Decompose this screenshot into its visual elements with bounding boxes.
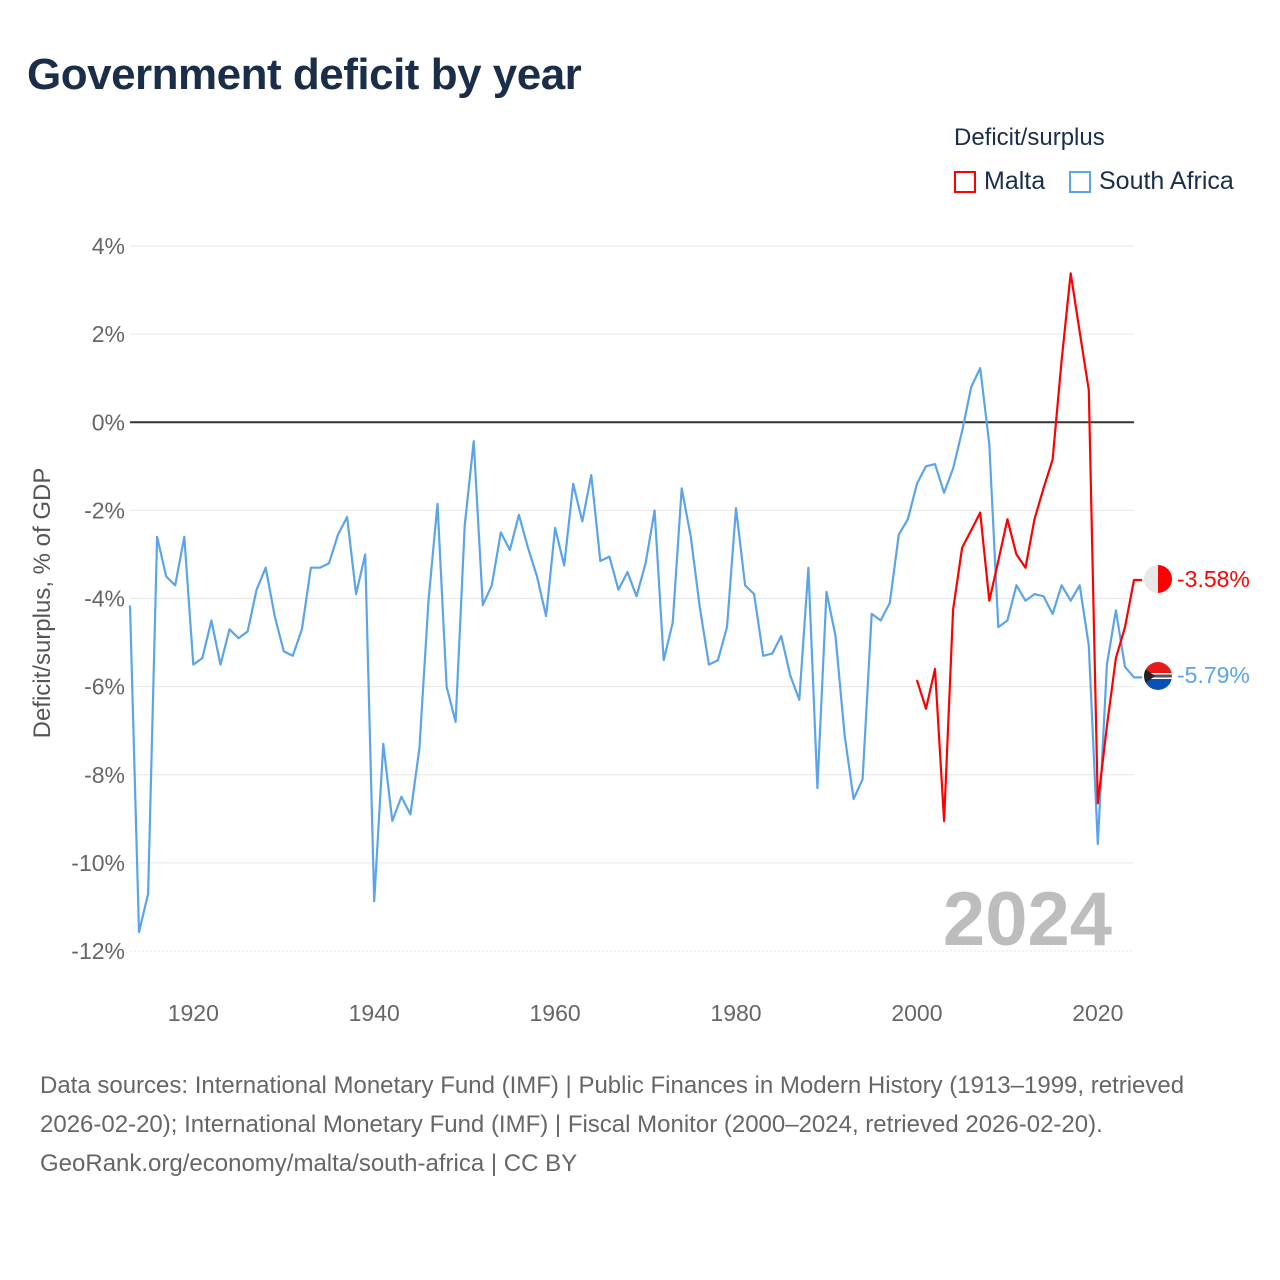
legend-label-malta: Malta (984, 167, 1046, 195)
x-tick-label: 1980 (710, 1000, 761, 1026)
malta-flag-icon (1144, 565, 1172, 593)
source-text: Data sources: International Monetary Fun… (40, 1072, 1185, 1138)
source-credit-link[interactable]: GeoRank.org/economy/malta/south-africa |… (40, 1150, 578, 1177)
y-axis-label: Deficit/surplus, % of GDP (29, 468, 56, 739)
x-tick-label: 2020 (1072, 1000, 1123, 1026)
x-tick-label: 1920 (168, 1000, 219, 1026)
y-tick-label: 2% (92, 321, 125, 347)
end-label-south-africa: -5.79% (1177, 662, 1250, 688)
y-tick-label: -8% (84, 762, 125, 788)
y-tick-label: -2% (84, 497, 125, 523)
legend-swatch-south-africa (1069, 170, 1091, 193)
y-tick-label: 4% (92, 233, 125, 259)
chart-title: Government deficit by year (27, 50, 582, 99)
x-tick-label: 1940 (349, 1000, 400, 1026)
y-tick-label: -6% (84, 674, 125, 700)
x-tick-label: 1960 (530, 1000, 581, 1026)
legend-swatch-malta (954, 170, 976, 193)
y-tick-label: -10% (71, 850, 125, 876)
y-tick-label: -12% (71, 938, 125, 964)
end-label-malta: -3.58% (1177, 566, 1250, 592)
source-note: Data sources: International Monetary Fun… (40, 1066, 1240, 1183)
year-watermark: 2024 (942, 877, 1112, 962)
legend-label-south-africa: South Africa (1099, 167, 1234, 195)
x-tick-label: 2000 (891, 1000, 942, 1026)
south-africa-flag-icon (1144, 662, 1172, 690)
series-line-south-africa (128, 367, 1142, 934)
legend-title: Deficit/surplus (954, 124, 1105, 151)
y-tick-label: -4% (84, 586, 125, 612)
y-tick-label: 0% (92, 409, 125, 435)
legend-item-malta[interactable]: Malta (954, 167, 1045, 196)
series-line-malta (915, 272, 1142, 823)
legend-item-south-africa[interactable]: South Africa (1069, 167, 1234, 196)
